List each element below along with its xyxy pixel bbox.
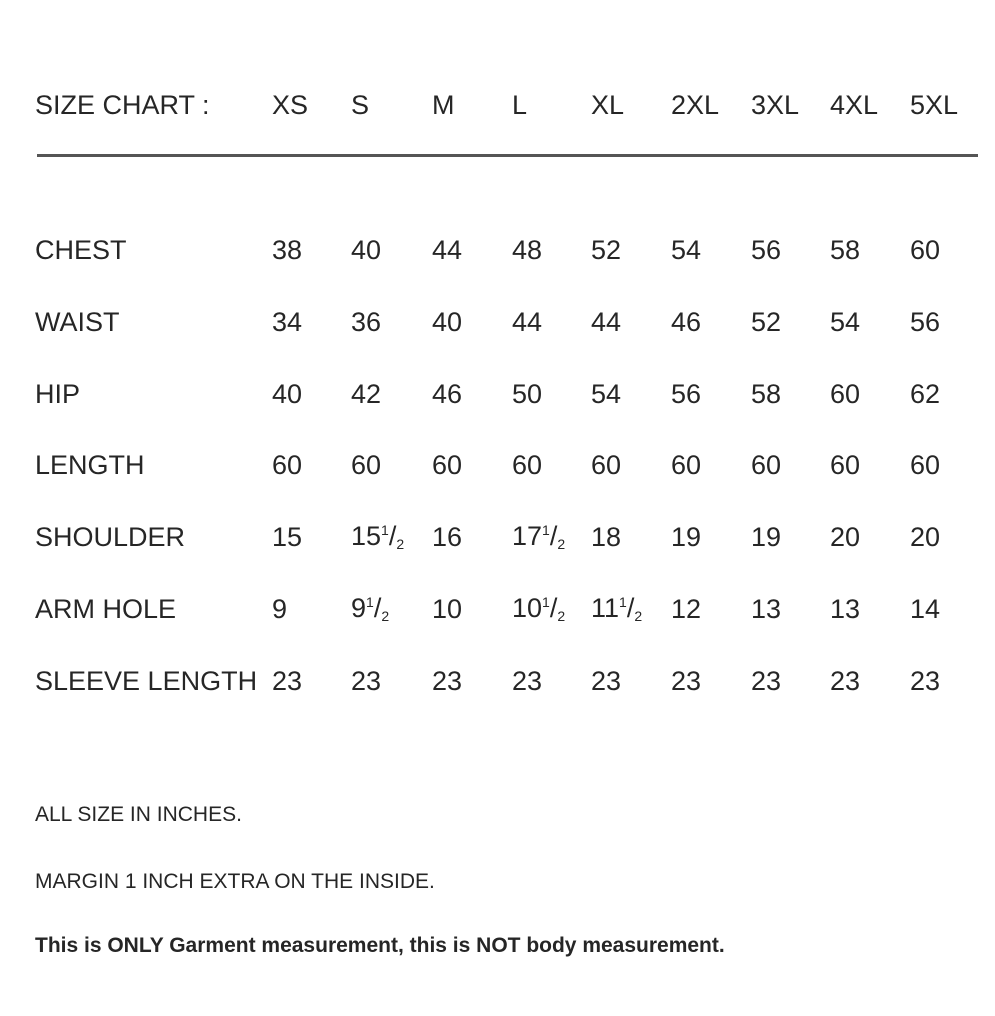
table-cell: 56 bbox=[751, 235, 782, 265]
table-cell: 34 bbox=[272, 307, 303, 337]
table-cell: 23 bbox=[751, 666, 782, 696]
size-header-l: L bbox=[512, 90, 528, 120]
size-header-2xl: 2XL bbox=[671, 90, 720, 120]
table-cell: 19 bbox=[671, 522, 702, 552]
table-cell: 16 bbox=[432, 522, 463, 552]
table-cell: 44 bbox=[591, 307, 622, 337]
table-cell: 44 bbox=[432, 235, 463, 265]
table-cell: 18 bbox=[591, 522, 622, 552]
table-cell: 48 bbox=[512, 235, 543, 265]
row-label: ARM HOLE bbox=[35, 594, 177, 624]
table-cell: 23 bbox=[432, 666, 463, 696]
row-label: WAIST bbox=[35, 307, 120, 337]
table-cell: 60 bbox=[830, 450, 861, 480]
table-cell: 60 bbox=[591, 450, 622, 480]
table-cell: 54 bbox=[671, 235, 702, 265]
table-cell: 12 bbox=[671, 594, 702, 624]
table-cell: 14 bbox=[910, 594, 941, 624]
table-cell: 23 bbox=[671, 666, 702, 696]
table-cell: 23 bbox=[591, 666, 622, 696]
table-cell: 60 bbox=[910, 450, 941, 480]
table-cell: 38 bbox=[272, 235, 303, 265]
row-label: SHOULDER bbox=[35, 522, 186, 552]
table-cell: 19 bbox=[751, 522, 782, 552]
table-cell: 91/2 bbox=[351, 593, 390, 624]
table-cell: 60 bbox=[671, 450, 702, 480]
table-cell: 52 bbox=[591, 235, 622, 265]
table-cell: 46 bbox=[671, 307, 702, 337]
table-cell: 54 bbox=[591, 379, 622, 409]
row-label: SLEEVE LENGTH bbox=[35, 666, 258, 696]
table-cell: 151/2 bbox=[351, 521, 405, 552]
table-cell: 50 bbox=[512, 379, 543, 409]
size-header-s: S bbox=[351, 90, 370, 120]
row-label: LENGTH bbox=[35, 450, 145, 480]
size-chart-title: SIZE CHART : bbox=[35, 90, 210, 120]
table-cell: 23 bbox=[512, 666, 543, 696]
table-cell: 60 bbox=[432, 450, 463, 480]
size-header-4xl: 4XL bbox=[830, 90, 879, 120]
note-margin: MARGIN 1 INCH EXTRA ON THE INSIDE. bbox=[35, 870, 435, 893]
table-cell: 52 bbox=[751, 307, 782, 337]
table-cell: 10 bbox=[432, 594, 463, 624]
note-garment: This is ONLY Garment measurement, this i… bbox=[35, 934, 725, 957]
table-cell: 171/2 bbox=[512, 521, 566, 552]
table-cell: 23 bbox=[910, 666, 941, 696]
size-header-3xl: 3XL bbox=[751, 90, 800, 120]
table-cell: 42 bbox=[351, 379, 382, 409]
table-cell: 40 bbox=[432, 307, 463, 337]
table-cell: 60 bbox=[512, 450, 543, 480]
table-cell: 40 bbox=[351, 235, 382, 265]
table-cell: 60 bbox=[272, 450, 303, 480]
row-label: CHEST bbox=[35, 235, 127, 265]
table-cell: 60 bbox=[830, 379, 861, 409]
table-cell: 111/2 bbox=[591, 593, 643, 624]
table-cell: 56 bbox=[671, 379, 702, 409]
table-cell: 58 bbox=[830, 235, 861, 265]
table-cell: 20 bbox=[830, 522, 861, 552]
size-header-xl: XL bbox=[591, 90, 625, 120]
size-header-m: M bbox=[432, 90, 455, 120]
table-cell: 23 bbox=[272, 666, 303, 696]
size-header-5xl: 5XL bbox=[910, 90, 959, 120]
table-cell: 15 bbox=[272, 522, 303, 552]
header-divider bbox=[37, 154, 978, 157]
table-cell: 56 bbox=[910, 307, 941, 337]
table-cell: 101/2 bbox=[512, 593, 566, 624]
table-cell: 13 bbox=[751, 594, 782, 624]
table-cell: 62 bbox=[910, 379, 941, 409]
table-cell: 54 bbox=[830, 307, 861, 337]
table-cell: 40 bbox=[272, 379, 303, 409]
table-cell: 60 bbox=[351, 450, 382, 480]
table-cell: 46 bbox=[432, 379, 463, 409]
table-cell: 9 bbox=[272, 594, 288, 624]
table-cell: 60 bbox=[910, 235, 941, 265]
table-cell: 23 bbox=[351, 666, 382, 696]
table-cell: 58 bbox=[751, 379, 782, 409]
table-cell: 20 bbox=[910, 522, 941, 552]
size-header-xs: XS bbox=[272, 90, 309, 120]
table-cell: 44 bbox=[512, 307, 543, 337]
table-cell: 60 bbox=[751, 450, 782, 480]
table-cell: 36 bbox=[351, 307, 382, 337]
table-cell: 13 bbox=[830, 594, 861, 624]
table-cell: 23 bbox=[830, 666, 861, 696]
row-label: HIP bbox=[35, 379, 81, 409]
note-units: ALL SIZE IN INCHES. bbox=[35, 803, 242, 826]
